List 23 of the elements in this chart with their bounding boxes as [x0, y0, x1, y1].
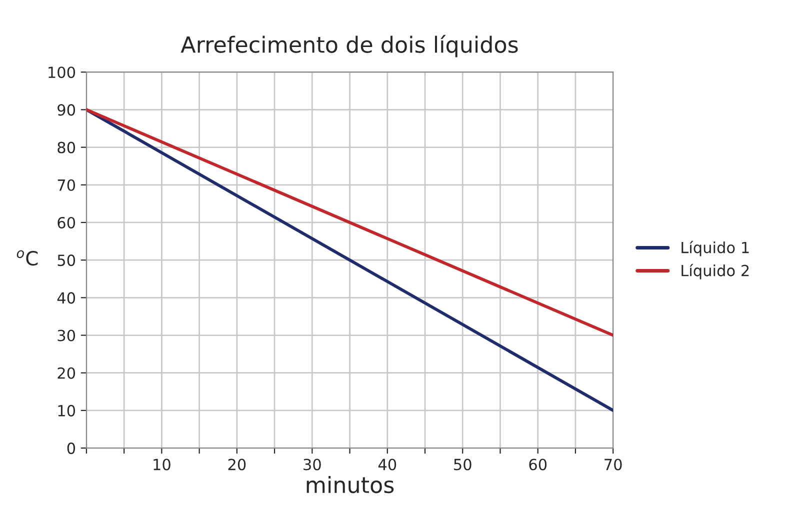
y-tick-label: 10 [58, 404, 76, 416]
y-tick-label: 80 [58, 142, 76, 154]
y-tick-label: 90 [58, 104, 76, 116]
y-tick-label: 70 [58, 179, 76, 191]
y-tick-label: 100 [48, 66, 76, 78]
y-tick-label: 50 [58, 254, 76, 266]
x-tick-label: 50 [454, 458, 472, 470]
x-tick-label: 60 [529, 458, 547, 470]
legend-label: Líquido 2 [682, 264, 749, 280]
x-tick-label: 30 [304, 458, 321, 470]
x-tick-label: 40 [378, 458, 396, 470]
legend-label: Líquido 1 [682, 240, 749, 256]
y-tick-label: 30 [58, 330, 76, 342]
x-axis-title: minutos [306, 476, 394, 494]
y-tick-label: 40 [57, 292, 76, 304]
x-tick-label: 20 [228, 458, 246, 470]
x-tick-label: 10 [154, 458, 170, 470]
y-axis-title: $^{o}$C [16, 250, 38, 266]
y-tick-label: 0 [67, 442, 76, 454]
y-tick-label: 20 [58, 367, 76, 379]
chart-title: Arrefecimento de dois líquidos [180, 34, 518, 58]
y-tick-label: 60 [58, 216, 76, 228]
x-tick-label: 70 [604, 458, 622, 470]
